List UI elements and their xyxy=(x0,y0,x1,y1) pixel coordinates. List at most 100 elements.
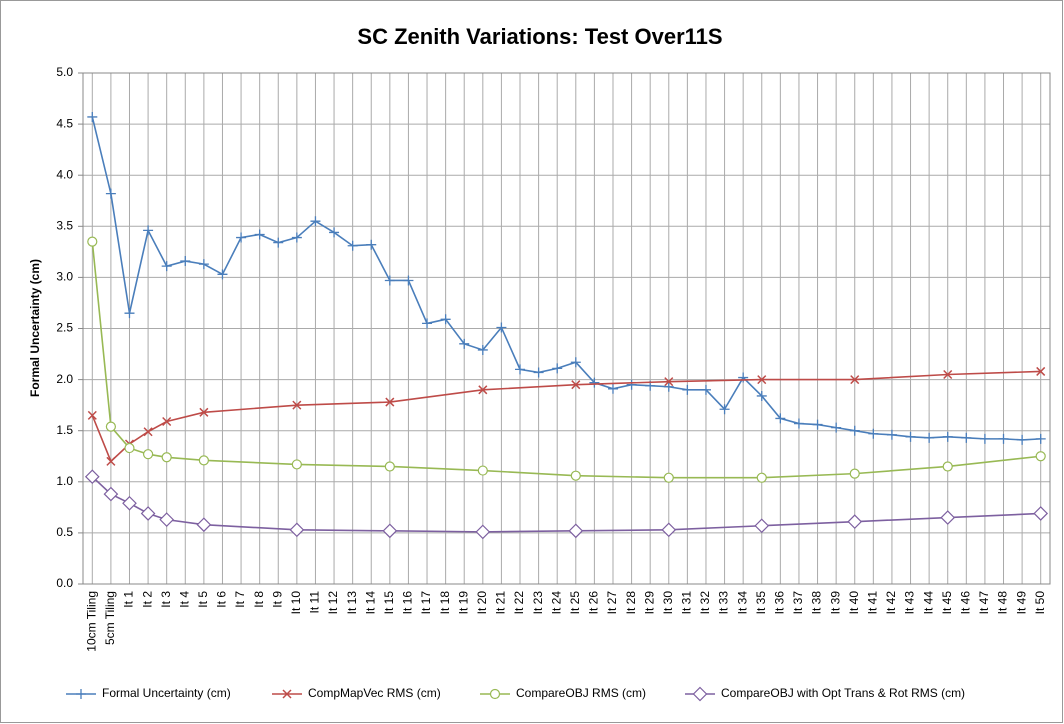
marker xyxy=(198,259,209,270)
marker xyxy=(384,461,395,472)
marker xyxy=(475,524,491,540)
marker xyxy=(661,522,677,538)
y-tick-label: 3.5 xyxy=(56,218,73,232)
x-tick-label: It 17 xyxy=(419,591,433,615)
x-tick-label: It 10 xyxy=(289,591,303,615)
marker xyxy=(292,400,302,410)
marker xyxy=(87,410,97,420)
marker xyxy=(124,442,135,454)
x-tick-label: It 7 xyxy=(233,591,247,608)
marker xyxy=(552,363,563,374)
marker xyxy=(159,512,175,527)
x-tick-label: It 36 xyxy=(773,591,787,615)
x-tick-label: It 40 xyxy=(847,591,861,615)
marker xyxy=(496,322,507,333)
y-axis-label: Formal Uncertainty (cm) xyxy=(28,259,42,397)
marker xyxy=(847,514,863,530)
marker xyxy=(366,239,377,250)
y-tick-label: 0.5 xyxy=(56,525,73,539)
x-tick-label: It 28 xyxy=(624,591,638,615)
x-tick-label: It 24 xyxy=(549,591,563,615)
x-tick-label: It 37 xyxy=(791,591,805,615)
marker xyxy=(663,472,674,483)
legend-label: CompMapVec RMS (cm) xyxy=(308,686,441,700)
y-tick-label: 4.5 xyxy=(56,116,73,130)
marker xyxy=(607,383,618,394)
x-tick-label: It 11 xyxy=(308,591,322,614)
marker xyxy=(754,518,770,534)
legend-marker xyxy=(76,689,86,699)
legend-item: Formal Uncertainty (cm) xyxy=(66,686,231,700)
x-tick-label: It 3 xyxy=(159,591,173,608)
x-tick-label: It 2 xyxy=(140,591,154,608)
legend-label: CompareOBJ RMS (cm) xyxy=(516,686,646,700)
y-tick-label: 2.5 xyxy=(56,321,73,335)
marker xyxy=(84,469,100,485)
x-tick-label: It 18 xyxy=(438,591,452,615)
marker xyxy=(1033,506,1049,521)
marker xyxy=(254,229,265,240)
marker xyxy=(384,275,395,286)
x-tick-label: It 41 xyxy=(866,591,880,615)
marker xyxy=(905,431,916,442)
marker xyxy=(571,380,581,390)
marker xyxy=(998,433,1009,444)
legend-marker xyxy=(489,688,501,700)
marker xyxy=(1036,366,1046,376)
x-tick-label: It 50 xyxy=(1033,591,1047,615)
marker xyxy=(199,407,209,417)
x-tick-label: It 30 xyxy=(661,591,675,615)
x-tick-label: It 38 xyxy=(810,591,824,615)
marker xyxy=(942,431,953,442)
x-tick-label: It 9 xyxy=(270,591,284,608)
marker xyxy=(310,216,321,227)
marker xyxy=(589,377,600,388)
marker xyxy=(106,456,116,466)
y-tick-label: 2.0 xyxy=(56,372,73,386)
x-tick-label: It 22 xyxy=(512,591,526,615)
marker xyxy=(570,357,581,368)
marker xyxy=(868,428,879,439)
marker xyxy=(756,390,767,401)
marker xyxy=(291,459,302,470)
x-tick-label: It 14 xyxy=(363,591,377,615)
marker xyxy=(161,261,172,272)
marker xyxy=(831,422,842,433)
marker xyxy=(682,384,693,395)
marker xyxy=(196,517,212,533)
marker xyxy=(478,385,488,395)
x-tick-label: 5cm Tiling xyxy=(103,591,117,645)
marker xyxy=(961,432,972,443)
marker xyxy=(347,240,358,251)
marker xyxy=(1017,434,1028,445)
marker xyxy=(719,404,730,415)
marker xyxy=(626,379,637,390)
x-tick-label: It 33 xyxy=(717,591,731,615)
y-tick-label: 1.0 xyxy=(56,474,73,488)
marker xyxy=(738,372,749,383)
x-tick-label: It 32 xyxy=(698,591,712,615)
marker xyxy=(382,523,398,539)
x-tick-label: It 20 xyxy=(475,591,489,615)
marker xyxy=(942,461,953,472)
x-tick-label: It 45 xyxy=(940,591,954,615)
marker xyxy=(979,433,990,444)
marker xyxy=(924,432,935,443)
marker xyxy=(440,314,451,325)
x-tick-label: It 26 xyxy=(587,591,601,615)
legend-item: CompareOBJ with Opt Trans & Rot RMS (cm) xyxy=(685,686,965,702)
marker xyxy=(87,236,98,247)
y-tick-label: 1.5 xyxy=(56,423,73,437)
marker xyxy=(568,523,584,539)
y-tick-label: 4.0 xyxy=(56,167,73,181)
legend-item: CompareOBJ RMS (cm) xyxy=(480,686,646,700)
x-tick-label: It 21 xyxy=(494,591,508,615)
marker xyxy=(477,465,488,476)
marker xyxy=(142,449,154,460)
marker xyxy=(477,344,488,355)
series-line xyxy=(91,116,1041,441)
marker xyxy=(664,377,674,387)
x-tick-label: It 19 xyxy=(456,591,470,615)
x-tick-label: It 4 xyxy=(177,591,191,608)
marker xyxy=(103,486,119,502)
